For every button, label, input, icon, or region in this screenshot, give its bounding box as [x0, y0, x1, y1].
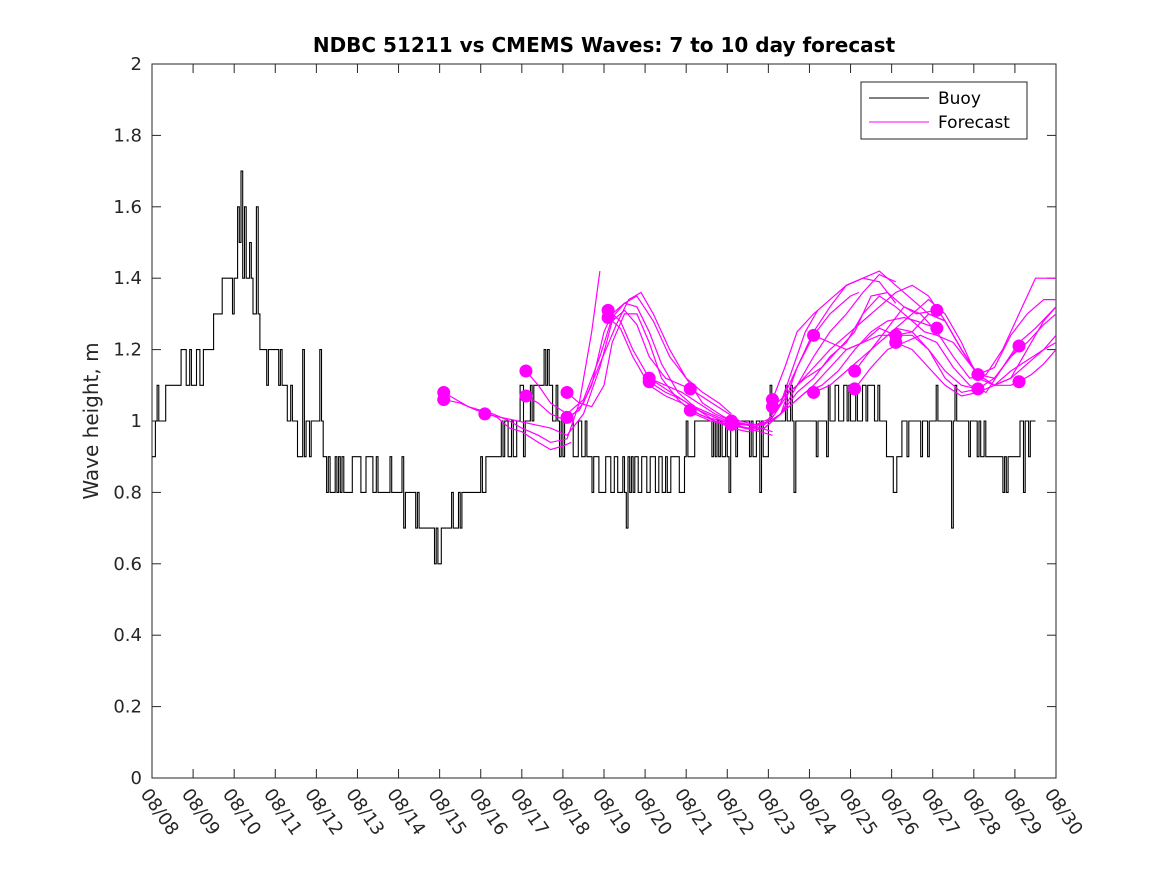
forecast-marker	[807, 328, 821, 342]
x-tick-label: 08/16	[465, 785, 512, 840]
x-tick-label: 08/09	[177, 785, 224, 840]
y-tick-label: 1.6	[113, 197, 142, 218]
x-tick-label: 08/19	[588, 785, 635, 840]
legend-buoy-label: Buoy	[938, 89, 981, 109]
forecast-marker	[683, 382, 697, 396]
y-tick-label: 1.8	[113, 125, 142, 146]
forecast-marker	[848, 382, 862, 396]
forecast-marker	[930, 321, 944, 335]
x-tick-label: 08/24	[793, 785, 840, 840]
x-tick-label: 08/30	[1040, 785, 1087, 840]
forecast-line	[813, 299, 1056, 376]
y-tick-label: 1.4	[113, 268, 142, 289]
x-tick-label: 08/21	[670, 785, 717, 840]
x-tick-label: 08/20	[629, 785, 676, 840]
forecast-marker	[848, 364, 862, 378]
x-tick-label: 08/14	[382, 785, 429, 840]
x-tick-label: 08/27	[917, 785, 964, 840]
forecast-marker	[889, 335, 903, 349]
y-tick-label: 0	[131, 768, 142, 789]
forecast-marker	[1012, 375, 1026, 389]
forecast-line	[1018, 349, 1057, 383]
y-tick-label: 0.4	[113, 625, 142, 646]
y-tick-label: 1.2	[113, 340, 142, 361]
y-tick-label: 1	[131, 411, 142, 432]
x-tick-label: 08/15	[424, 785, 471, 840]
x-tick-label: 08/28	[958, 785, 1005, 840]
forecast-marker	[519, 389, 533, 403]
x-tick-label: 08/22	[711, 785, 758, 840]
buoy-line	[152, 170, 1036, 565]
x-tick-label: 08/10	[218, 785, 265, 840]
forecast-marker	[765, 400, 779, 414]
forecast-marker	[601, 310, 615, 324]
x-tick-label: 08/12	[300, 785, 347, 840]
forecast-marker	[1012, 339, 1026, 353]
y-axis-label: Wave height, m	[79, 342, 103, 499]
x-tick-label: 08/11	[259, 785, 306, 840]
x-tick-label: 08/18	[547, 785, 594, 840]
forecast-line	[977, 334, 1057, 386]
y-tick-labels: 0 0.2 0.4 0.6 0.8 1 1.2 1.4 1.6 1.8 2	[113, 54, 142, 789]
forecast-marker	[807, 385, 821, 399]
forecast-markers	[437, 303, 1026, 432]
buoy-series	[152, 170, 1036, 565]
forecast-line	[525, 291, 744, 429]
forecast-marker	[971, 368, 985, 382]
x-tick-label: 08/25	[834, 785, 881, 840]
x-tick-label: 08/13	[341, 785, 388, 840]
chart-title: NDBC 51211 vs CMEMS Waves: 7 to 10 day f…	[313, 33, 896, 57]
x-tick-label: 08/23	[752, 785, 799, 840]
forecast-marker	[560, 385, 574, 399]
forecast-line	[443, 271, 601, 444]
forecast-marker	[519, 364, 533, 378]
axis-ticks	[151, 63, 1057, 779]
forecast-marker	[478, 407, 492, 421]
forecast-marker	[642, 375, 656, 389]
forecast-marker	[683, 403, 697, 417]
y-tick-label: 0.2	[113, 697, 142, 718]
x-tick-labels: 08/0808/0908/1008/1108/1208/1308/1408/15…	[136, 785, 1087, 840]
forecast-marker	[724, 418, 738, 432]
x-tick-label: 08/29	[999, 785, 1046, 840]
x-tick-label: 08/17	[506, 785, 553, 840]
x-tick-label: 08/26	[876, 785, 923, 840]
forecast-marker	[930, 303, 944, 317]
legend: Buoy Forecast	[860, 81, 1028, 140]
y-tick-label: 2	[131, 54, 142, 75]
y-tick-label: 0.6	[113, 554, 142, 575]
legend-box	[860, 81, 1028, 140]
forecast-marker	[437, 393, 451, 407]
legend-forecast-label: Forecast	[938, 113, 1010, 133]
x-tick-label: 08/08	[136, 785, 183, 840]
forecast-line	[854, 277, 1056, 379]
forecast-marker	[560, 410, 574, 424]
forecast-marker	[971, 382, 985, 396]
y-tick-label: 0.8	[113, 482, 142, 503]
forecast-line	[484, 309, 691, 437]
